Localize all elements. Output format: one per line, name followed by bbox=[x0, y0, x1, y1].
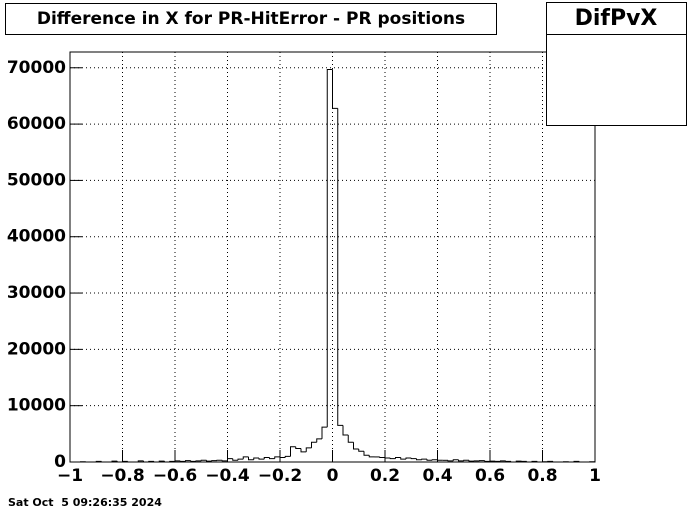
chart-title: Difference in X for PR-HitError - PR pos… bbox=[37, 9, 465, 29]
histogram-bin bbox=[102, 461, 107, 462]
y-tick-label: 50000 bbox=[7, 170, 66, 190]
histogram-bin bbox=[128, 461, 133, 462]
x-tick-label: −0.2 bbox=[258, 466, 302, 486]
histogram-bin bbox=[149, 461, 154, 462]
histogram-bin bbox=[438, 460, 443, 461]
histogram-bin bbox=[222, 460, 227, 461]
x-tick-label: 0 bbox=[327, 466, 339, 486]
histogram-bin bbox=[532, 461, 537, 462]
timestamp: Sat Oct 5 09:26:35 2024 bbox=[8, 496, 162, 509]
histogram-bin bbox=[464, 460, 469, 461]
histogram-bin bbox=[196, 461, 201, 462]
histogram-bin bbox=[537, 461, 542, 462]
histogram-bin bbox=[390, 458, 395, 459]
x-tick-label: 0.8 bbox=[527, 466, 557, 486]
x-tick-label: −1 bbox=[57, 466, 83, 486]
y-tick-label: 70000 bbox=[7, 58, 66, 78]
y-tick-label: 30000 bbox=[7, 283, 66, 303]
histogram-bin bbox=[280, 457, 285, 458]
x-tick-label: 0.4 bbox=[422, 466, 452, 486]
histogram-bin bbox=[170, 461, 175, 462]
histogram-bin bbox=[201, 460, 206, 461]
stats-box: DifPvX bbox=[547, 3, 687, 126]
y-tick-label: 10000 bbox=[7, 396, 66, 416]
x-tick-label: −0.4 bbox=[205, 466, 250, 486]
histogram-bin bbox=[422, 459, 427, 460]
histogram-bin bbox=[511, 461, 516, 462]
y-tick-label: 20000 bbox=[7, 339, 66, 359]
x-tick-label: −0.8 bbox=[100, 466, 144, 486]
histogram-bin bbox=[96, 461, 101, 462]
histogram-bin bbox=[212, 461, 217, 462]
histogram-bin bbox=[411, 458, 416, 459]
histogram-bin bbox=[553, 461, 558, 462]
x-tick-label: 0.2 bbox=[370, 466, 400, 486]
x-tick-label: 0.6 bbox=[475, 466, 505, 486]
histogram-bin bbox=[448, 460, 453, 461]
histogram-bin bbox=[501, 461, 506, 462]
histogram-bin bbox=[180, 461, 185, 462]
y-tick-label: 40000 bbox=[7, 227, 66, 247]
histogram-bin bbox=[579, 461, 584, 462]
stats-title: DifPvX bbox=[575, 6, 658, 31]
x-tick-label: 1 bbox=[589, 466, 601, 486]
histogram-bin bbox=[380, 457, 385, 458]
histogram-bin bbox=[574, 461, 579, 462]
histogram-bin bbox=[123, 461, 128, 462]
histogram-bin bbox=[175, 461, 180, 462]
histogram-bin bbox=[527, 461, 532, 462]
histogram-bin bbox=[385, 457, 390, 458]
histogram-bin bbox=[154, 461, 159, 462]
x-tick-label: −0.6 bbox=[153, 466, 197, 486]
histogram-bin bbox=[432, 460, 437, 461]
y-tick-label: 60000 bbox=[7, 114, 66, 134]
histogram-bin bbox=[506, 461, 511, 462]
